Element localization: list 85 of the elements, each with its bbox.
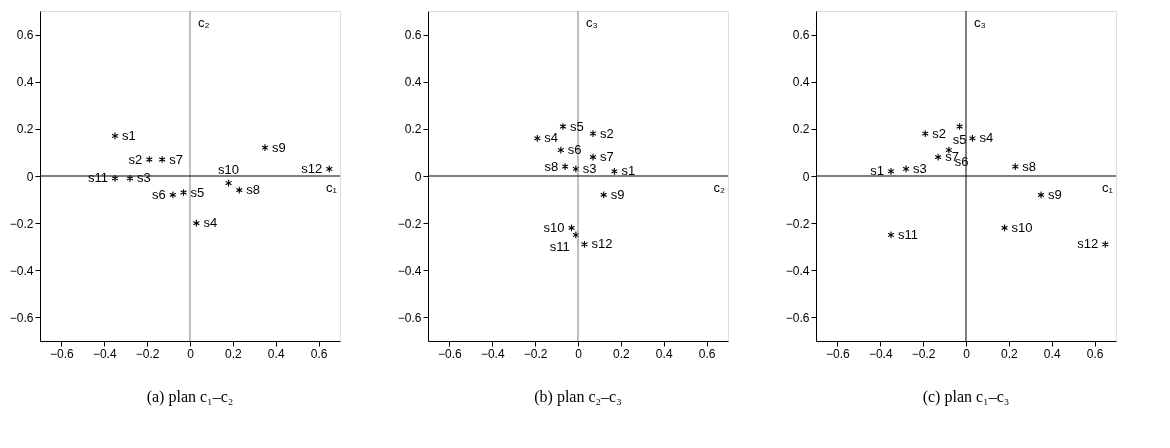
annotation: s2 bbox=[932, 125, 947, 141]
y-tick-label: −0.6 bbox=[397, 310, 422, 325]
annotation: s2 bbox=[600, 125, 614, 141]
annotation: s1 bbox=[122, 127, 136, 143]
x-axis-title: c₁ bbox=[326, 180, 338, 195]
y-tick-label: 0.2 bbox=[16, 122, 34, 137]
x-tick-label: −0.2 bbox=[523, 346, 548, 361]
annotation: s9 bbox=[610, 186, 625, 202]
annotation: s6 bbox=[152, 186, 166, 202]
annotation: s10 bbox=[218, 162, 240, 178]
annotation: s4 bbox=[544, 130, 559, 146]
x-tick-label: 0.6 bbox=[310, 346, 328, 361]
annotation: s3 bbox=[137, 170, 151, 186]
annotation: s2 bbox=[128, 151, 143, 167]
x-tick-label: 0.4 bbox=[267, 346, 285, 361]
x-tick-label: −0.4 bbox=[92, 346, 117, 361]
annotation: s7 bbox=[600, 149, 614, 165]
x-tick-label: −0.6 bbox=[826, 346, 851, 361]
annotation: s5 bbox=[570, 118, 584, 134]
annotation: s8 bbox=[544, 158, 559, 174]
annotation: s10 bbox=[543, 219, 565, 235]
x-tick-label: 0.2 bbox=[1001, 346, 1019, 361]
annotation: s1 bbox=[621, 163, 636, 179]
annotation: s3 bbox=[582, 160, 597, 176]
y-tick-label: 0.6 bbox=[792, 28, 810, 43]
x-tick-label: 0 bbox=[575, 346, 583, 361]
y-axis-title: c₃ bbox=[586, 15, 598, 30]
text: (a) plan c₁–c₂ bbox=[146, 388, 234, 406]
annotation: s12 bbox=[301, 160, 323, 176]
y-axis-title: c₃ bbox=[974, 15, 986, 30]
x-tick-label: −0.2 bbox=[135, 346, 160, 361]
annotation: s1 bbox=[870, 163, 884, 179]
y-tick-label: −0.2 bbox=[785, 216, 810, 231]
annotation: s5 bbox=[190, 184, 205, 200]
annotation: s8 bbox=[1022, 158, 1037, 174]
y-tick-label: 0.2 bbox=[404, 122, 422, 137]
x-axis-title: c₁ bbox=[1102, 180, 1114, 195]
y-tick-label: −0.4 bbox=[785, 263, 810, 278]
x-tick-label: 0.6 bbox=[1086, 346, 1104, 361]
y-tick-label: −0.2 bbox=[397, 216, 422, 231]
annotation: s12 bbox=[591, 236, 613, 252]
y-tick-label: −0.4 bbox=[397, 263, 422, 278]
annotation: s5 bbox=[952, 131, 967, 147]
x-tick-label: −0.4 bbox=[480, 346, 505, 361]
y-tick-label: 0.6 bbox=[404, 28, 422, 43]
text: (c) plan c₁–c₃ bbox=[922, 388, 1010, 406]
x-tick-label: 0 bbox=[187, 346, 195, 361]
x-tick-label: −0.6 bbox=[50, 346, 75, 361]
annotation: s12 bbox=[1077, 236, 1099, 252]
y-tick-label: −0.6 bbox=[785, 310, 810, 325]
x-tick-label: 0 bbox=[963, 346, 971, 361]
y-tick-label: −0.6 bbox=[9, 310, 34, 325]
x-tick-label: 0.2 bbox=[613, 346, 631, 361]
y-tick-label: −0.4 bbox=[9, 263, 34, 278]
y-tick-label: 0 bbox=[26, 169, 34, 184]
x-tick-label: −0.2 bbox=[911, 346, 936, 361]
y-tick-label: 0.4 bbox=[404, 75, 422, 90]
y-tick-label: −0.2 bbox=[9, 216, 34, 231]
x-tick-label: 0.4 bbox=[1043, 346, 1061, 361]
y-tick-label: 0.2 bbox=[792, 122, 810, 137]
annotation: s11 bbox=[88, 170, 108, 186]
x-tick-label: 0.2 bbox=[225, 346, 243, 361]
y-tick-label: 0.6 bbox=[16, 28, 34, 43]
text: (b) plan c₂–c₃ bbox=[534, 388, 622, 406]
annotation: s8 bbox=[246, 182, 261, 198]
annotation: s9 bbox=[1048, 186, 1062, 202]
annotation: s11 bbox=[898, 226, 918, 242]
x-tick-label: 0.6 bbox=[698, 346, 716, 361]
y-tick-label: 0 bbox=[414, 169, 422, 184]
y-tick-label: 0 bbox=[802, 169, 810, 184]
annotation: s3 bbox=[913, 160, 927, 176]
y-tick-label: 0.4 bbox=[16, 75, 34, 90]
x-tick-label: −0.4 bbox=[868, 346, 893, 361]
annotation: s10 bbox=[1011, 219, 1033, 235]
x-tick-label: −0.6 bbox=[438, 346, 463, 361]
x-tick-label: 0.4 bbox=[655, 346, 673, 361]
y-axis-title: c₂ bbox=[198, 15, 210, 30]
annotation: s4 bbox=[203, 215, 218, 231]
y-tick-label: 0.4 bbox=[792, 75, 810, 90]
x-axis-title: c₂ bbox=[713, 180, 725, 195]
annotation: s6 bbox=[567, 142, 582, 158]
annotation: s4 bbox=[979, 130, 994, 146]
annotation: s9 bbox=[272, 139, 286, 155]
annotation: s7 bbox=[169, 151, 183, 167]
annotation: s11 bbox=[549, 238, 570, 254]
